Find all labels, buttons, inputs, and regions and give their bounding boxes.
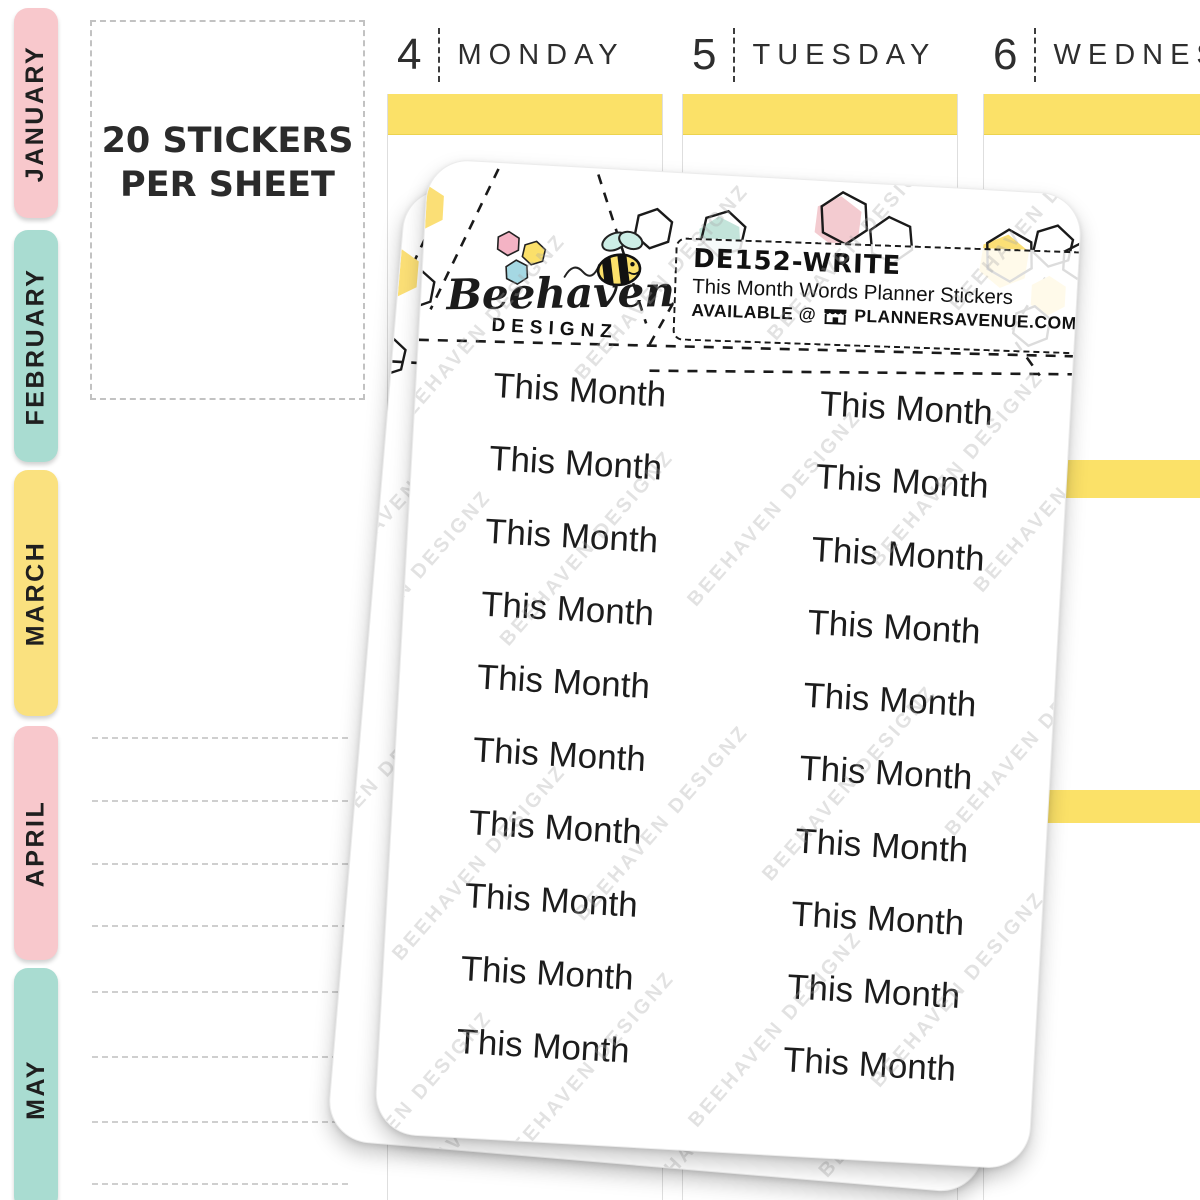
- day-header: 5 TUESDAY: [682, 22, 958, 88]
- sticker-text: This Month: [475, 657, 652, 706]
- day-header: 4 MONDAY: [387, 22, 663, 88]
- yellow-highlight-bar: [984, 94, 1200, 135]
- sticker-text: This Month: [471, 729, 647, 779]
- availability-line: AVAILABLE @ PLANNERSAVENUE.COM: [691, 299, 1083, 335]
- ruled-line: [92, 991, 348, 993]
- sticker-count-text: 20 STICKERS PER SHEET: [101, 121, 354, 205]
- month-tab-label: APRIL: [21, 799, 50, 887]
- availability-prefix: AVAILABLE @: [691, 300, 817, 325]
- storefront-icon: [824, 308, 847, 325]
- ruled-line: [92, 1121, 348, 1123]
- product-label-box: DE152-WRITE This Month Words Planner Sti…: [672, 237, 1083, 355]
- ruled-line: [92, 800, 348, 802]
- ruled-line: [92, 1183, 348, 1185]
- month-tab: MARCH: [14, 470, 58, 716]
- yellow-highlight-bar: [388, 94, 662, 135]
- sticker-text: This Month: [467, 802, 643, 852]
- date-day-divider: [438, 28, 441, 82]
- ruled-line: [92, 925, 348, 927]
- month-tab: JANUARY: [14, 8, 58, 218]
- date-number: 5: [692, 30, 717, 79]
- sticker-text: This Month: [814, 456, 990, 506]
- sticker-text: This Month: [480, 584, 656, 633]
- day-name: MONDAY: [457, 38, 625, 71]
- ruled-line: [92, 1056, 348, 1058]
- month-tab: APRIL: [14, 726, 58, 960]
- sticker-text: This Month: [810, 529, 986, 579]
- sticker-text: This Month: [798, 748, 974, 797]
- day-name: TUESDAY: [752, 38, 937, 71]
- month-tab: FEBRUARY: [14, 230, 58, 462]
- sticker-text: This Month: [492, 365, 668, 415]
- sticker-text: This Month: [794, 821, 970, 870]
- date-number: 6: [993, 30, 1018, 79]
- month-tab-label: MARCH: [21, 540, 50, 646]
- month-tab-label: MAY: [21, 1058, 50, 1120]
- sticker-text: This Month: [786, 966, 962, 1016]
- sticker-text: This Month: [802, 675, 978, 724]
- bee-icon: [563, 230, 644, 288]
- day-header: 6 WEDNESDAY: [983, 22, 1200, 88]
- date-day-divider: [733, 28, 736, 82]
- sticker-text: This Month: [463, 875, 639, 925]
- sticker-text: This Month: [806, 602, 982, 652]
- sticker-text: This Month: [459, 948, 635, 998]
- sticker-text: This Month: [818, 383, 994, 433]
- sticker-text: This Month: [488, 438, 664, 488]
- sticker-grid: This Month This Month This Month This Mo…: [378, 345, 1072, 1110]
- sticker-text: This Month: [790, 893, 966, 943]
- month-tab-label: FEBRUARY: [21, 267, 50, 425]
- ruled-line: [92, 737, 348, 739]
- brand-logo: Beehaven DESIGNZ: [439, 218, 686, 356]
- sticker-text: This Month: [782, 1039, 958, 1089]
- sticker-count-note-box: 20 STICKERS PER SHEET: [90, 20, 365, 400]
- yellow-highlight-bar: [683, 94, 957, 135]
- ruled-line: [92, 863, 348, 865]
- date-number: 4: [397, 30, 422, 79]
- logo-hexagons-icon: [496, 230, 547, 286]
- brand-name-script: Beehaven: [446, 267, 676, 320]
- month-tab: MAY: [14, 968, 58, 1200]
- day-name: WEDNESDAY: [1053, 38, 1200, 71]
- sticker-text: This Month: [484, 511, 660, 560]
- date-day-divider: [1034, 28, 1037, 82]
- sticker-sheet-front: Beehaven DESIGNZ DE152-WRITE This Month …: [373, 158, 1083, 1171]
- sticker-text: This Month: [455, 1021, 631, 1071]
- month-tab-label: JANUARY: [21, 44, 50, 182]
